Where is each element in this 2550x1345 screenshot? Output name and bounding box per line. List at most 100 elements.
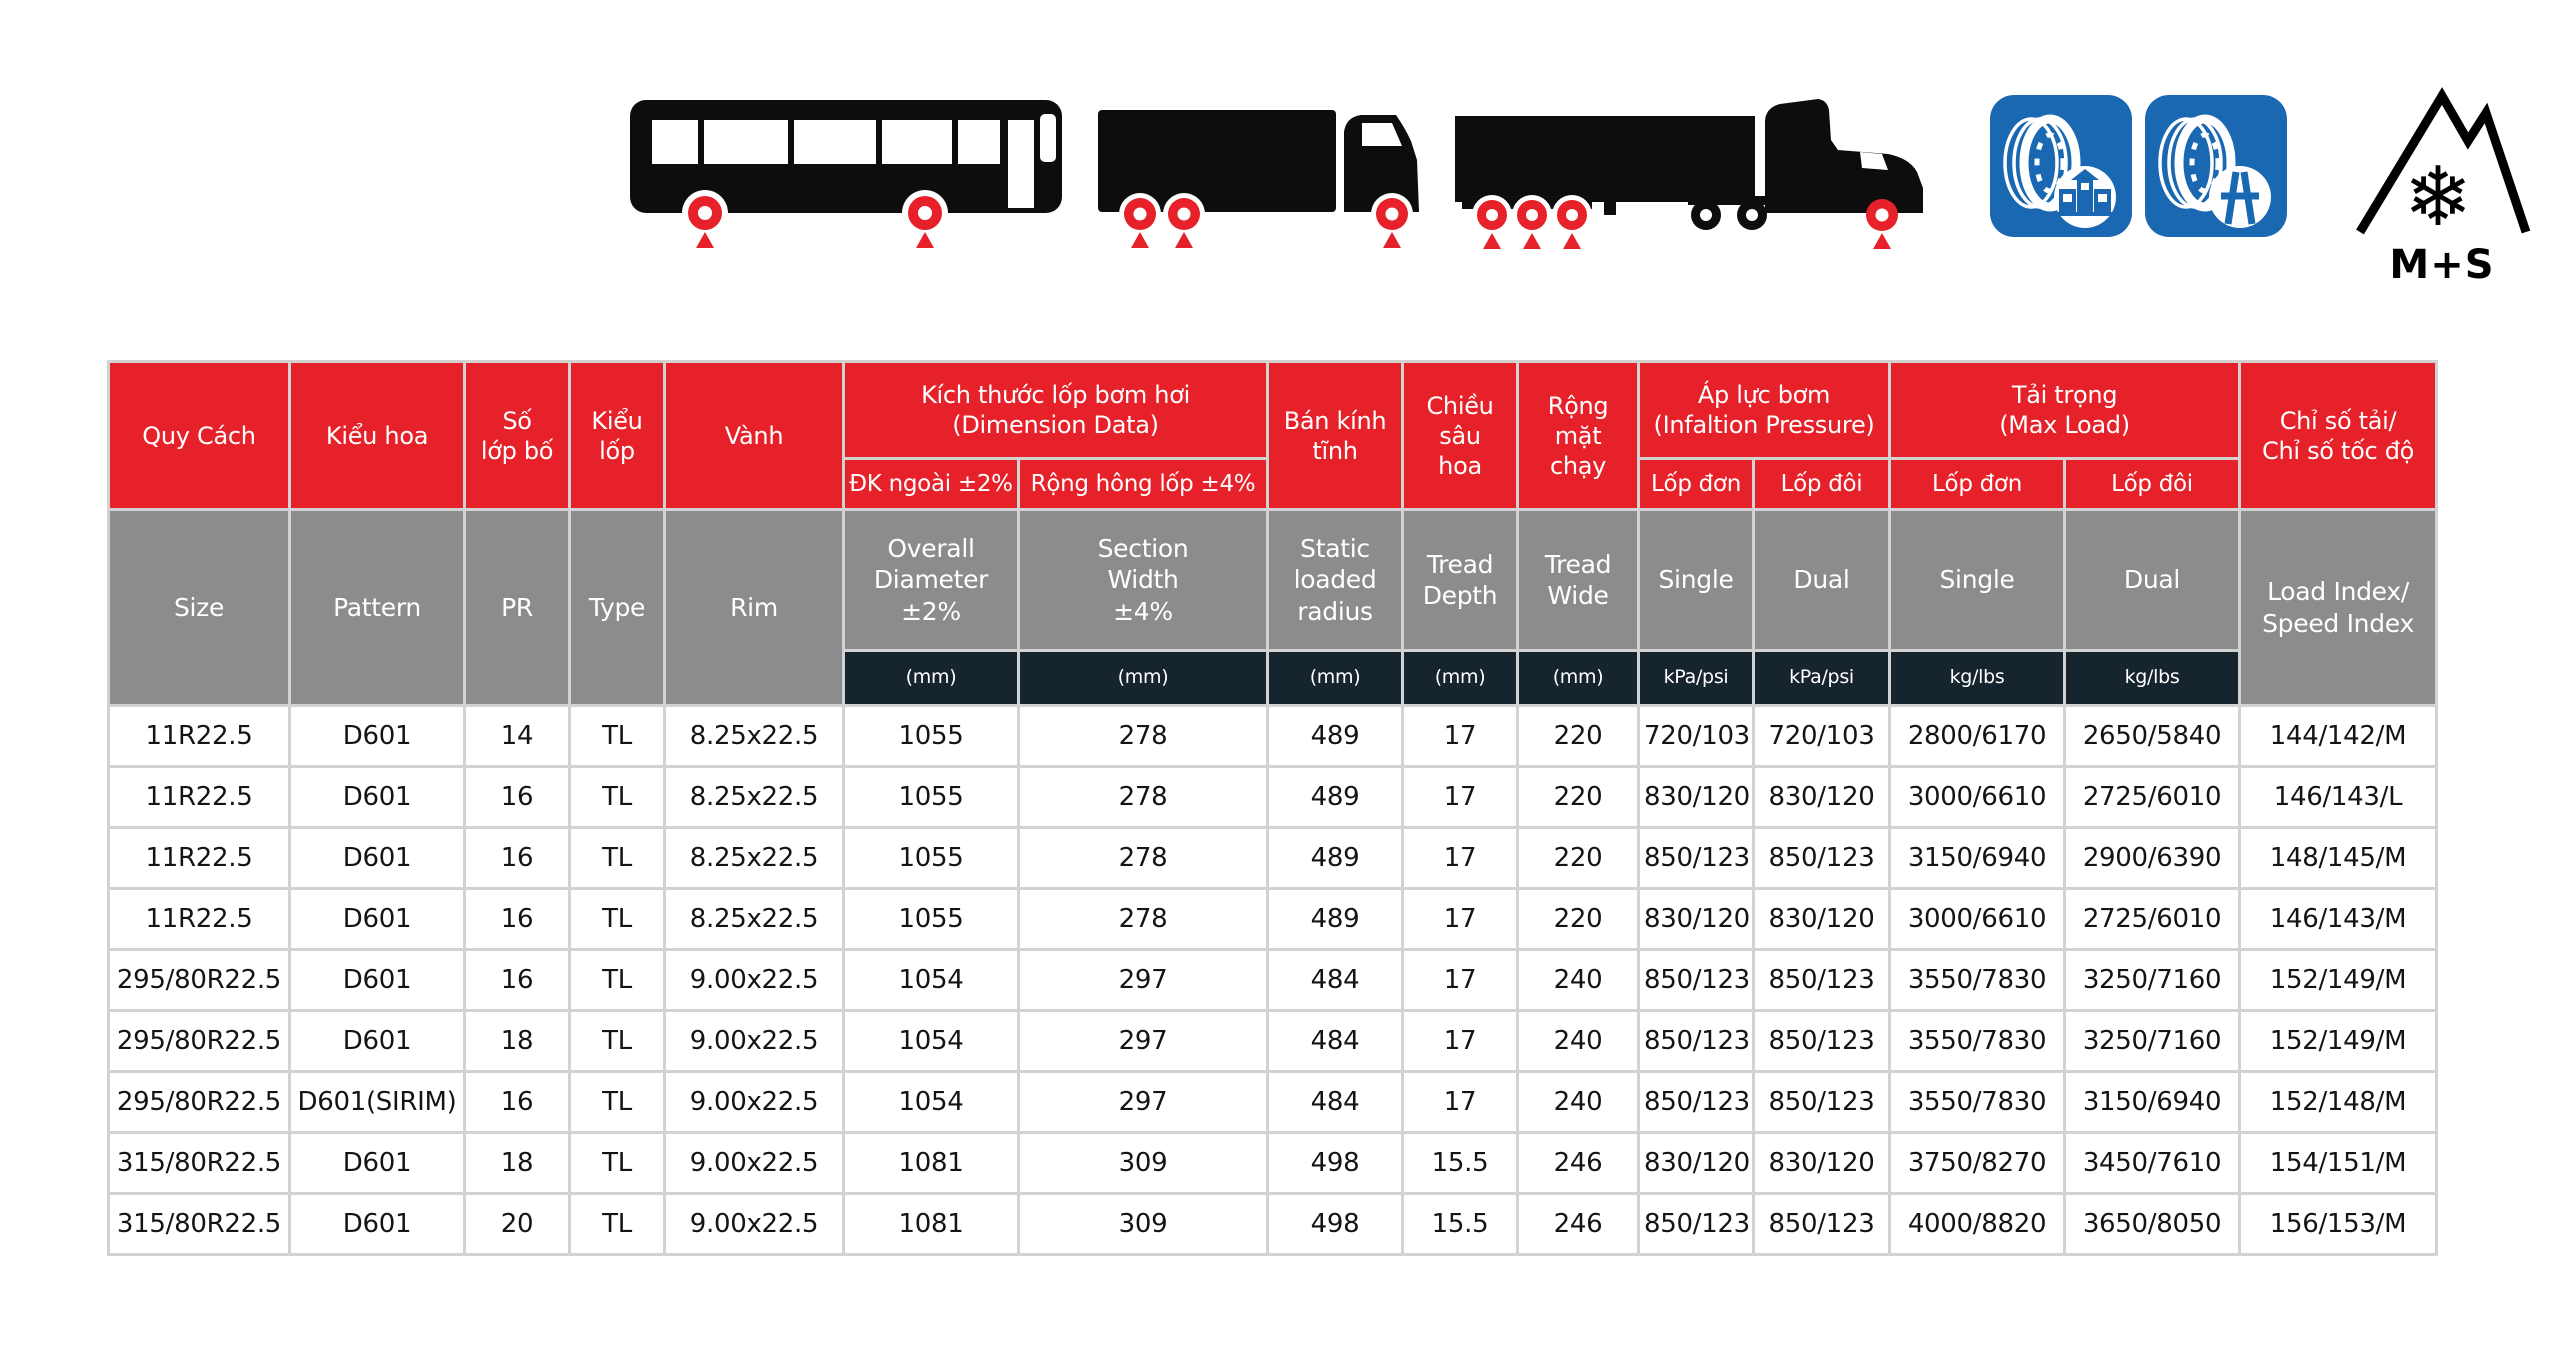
- col-header-type-en: Type: [571, 511, 663, 704]
- red-wheel-marker: [1376, 198, 1408, 248]
- spec-cell: 9.00x22.5: [666, 1195, 842, 1253]
- unit-tread-wide: (mm): [1519, 652, 1638, 704]
- spec-cell: 278: [1020, 707, 1267, 765]
- spec-cell: TL: [571, 1012, 663, 1070]
- col-header-tread-wide-vi: Rộng mặt chạy: [1519, 363, 1638, 508]
- spec-cell: 850/123: [1755, 1012, 1889, 1070]
- spec-cell: 830/120: [1640, 1134, 1753, 1192]
- col-header-rim-vi: Vành: [666, 363, 842, 508]
- spec-cell: 9.00x22.5: [666, 1073, 842, 1131]
- spec-cell: 220: [1519, 890, 1638, 948]
- spec-cell: 18: [466, 1134, 568, 1192]
- spec-row: 11R22.5 D601 16 TL 8.25x22.5 1055 278 489 17 220 8…: [110, 890, 2436, 948]
- col-header-size-vi: Quy Cách: [110, 363, 288, 508]
- position-arrow-icon: [1131, 232, 1149, 248]
- sub-header-load-single-vi: Lốp đơn: [1891, 460, 2064, 508]
- unit-load-single: kg/lbs: [1891, 652, 2064, 704]
- spec-cell: 1081: [845, 1195, 1017, 1253]
- spec-cell: 295/80R22.5: [110, 951, 288, 1009]
- position-arrow-icon: [1563, 233, 1581, 249]
- spec-cell: 309: [1020, 1195, 1267, 1253]
- spec-cell: 297: [1020, 951, 1267, 1009]
- spec-cell: 14: [466, 707, 568, 765]
- semi-door-window: [1860, 152, 1888, 170]
- red-wheel-marker: [1557, 200, 1587, 249]
- spec-cell: 146/143/L: [2241, 768, 2436, 826]
- highway-icon: [2221, 171, 2259, 225]
- unit-overall-diameter: (mm): [845, 652, 1017, 704]
- col-header-static-radius-en: Static loaded radius: [1269, 511, 1402, 649]
- spec-row: 315/80R22.5 D601 18 TL 9.00x22.5 1081 309 498 15…: [110, 1134, 2436, 1192]
- spec-cell: 18: [466, 1012, 568, 1070]
- col-header-tread-wide-en: Tread Wide: [1519, 511, 1638, 649]
- spec-cell: 484: [1269, 951, 1402, 1009]
- spec-cell: 240: [1519, 951, 1638, 1009]
- spec-cell: 1081: [845, 1134, 1017, 1192]
- col-header-load-speed-index-en: Load Index/ Speed Index: [2241, 511, 2436, 704]
- spec-row: 315/80R22.5 D601 20 TL 9.00x22.5 1081 309 498 15…: [110, 1195, 2436, 1253]
- mountain-snowflake-icon: ❄ M+S: [2356, 87, 2531, 288]
- col-header-static-radius-vi: Bán kính tĩnh: [1269, 363, 1402, 508]
- col-header-load-single-en: Single: [1891, 511, 2064, 649]
- col-header-pattern-vi: Kiểu hoa: [291, 363, 463, 508]
- spec-cell: 15.5: [1404, 1134, 1517, 1192]
- spec-cell: TL: [571, 1134, 663, 1192]
- spec-row: 11R22.5 D601 16 TL 8.25x22.5 1055 278 489 17 220 8…: [110, 829, 2436, 887]
- spec-cell: 2900/6390: [2066, 829, 2239, 887]
- unit-tread-depth: (mm): [1404, 652, 1517, 704]
- semi-windshield: [1833, 116, 1858, 143]
- spec-cell: 16: [466, 951, 568, 1009]
- spec-cell: D601: [291, 1195, 463, 1253]
- spec-cell: 297: [1020, 1012, 1267, 1070]
- red-wheel-marker: [1477, 200, 1507, 249]
- spec-cell: 315/80R22.5: [110, 1195, 288, 1253]
- spec-cell: 146/143/M: [2241, 890, 2436, 948]
- spec-cell: 297: [1020, 1073, 1267, 1131]
- spec-cell: 17: [1404, 829, 1517, 887]
- spec-cell: 152/149/M: [2241, 1012, 2436, 1070]
- spec-cell: 220: [1519, 829, 1638, 887]
- col-header-pattern-en: Pattern: [291, 511, 463, 704]
- spec-row: 295/80R22.5 D601 18 TL 9.00x22.5 1054 297 484 17…: [110, 1012, 2436, 1070]
- spec-cell: TL: [571, 890, 663, 948]
- col-header-pr-en: PR: [466, 511, 568, 704]
- spec-cell: 315/80R22.5: [110, 1134, 288, 1192]
- red-wheel-marker: [1517, 200, 1547, 249]
- spec-cell: 3450/7610: [2066, 1134, 2239, 1192]
- spec-cell: 1055: [845, 829, 1017, 887]
- position-arrow-icon: [1873, 233, 1891, 249]
- spec-cell: TL: [571, 1195, 663, 1253]
- position-arrow-icon: [1483, 233, 1501, 249]
- spec-cell: 246: [1519, 1195, 1638, 1253]
- col-header-section-width-en: Section Width ±4%: [1020, 511, 1267, 649]
- unit-section-width: (mm): [1020, 652, 1267, 704]
- spec-cell: 3650/8050: [2066, 1195, 2239, 1253]
- spec-cell: 3550/7830: [1891, 951, 2064, 1009]
- spec-cell: 850/123: [1640, 829, 1753, 887]
- spec-cell: 309: [1020, 1134, 1267, 1192]
- spec-cell: 154/151/M: [2241, 1134, 2436, 1192]
- spec-cell: 11R22.5: [110, 829, 288, 887]
- col-header-load-speed-index-vi: Chỉ số tải/ Chỉ số tốc độ: [2241, 363, 2436, 508]
- spec-cell: 830/120: [1755, 1134, 1889, 1192]
- group-header-pressure: Áp lực bơm (Infaltion Pressure): [1640, 363, 1889, 457]
- bus-icon: [630, 100, 1062, 248]
- spec-cell: 720/103: [1755, 707, 1889, 765]
- spec-cell: 2650/5840: [2066, 707, 2239, 765]
- spec-row: 295/80R22.5 D601 16 TL 9.00x22.5 1054 297 484 17…: [110, 951, 2436, 1009]
- spec-cell: 830/120: [1640, 890, 1753, 948]
- spec-cell: 8.25x22.5: [666, 829, 842, 887]
- position-arrow-icon: [1175, 232, 1193, 248]
- spec-cell: 152/148/M: [2241, 1073, 2436, 1131]
- spec-cell: 850/123: [1640, 1073, 1753, 1131]
- spec-cell: 850/123: [1755, 1195, 1889, 1253]
- spec-cell: 17: [1404, 951, 1517, 1009]
- spec-cell: 15.5: [1404, 1195, 1517, 1253]
- vehicle-graphics-strip: ❄ M+S: [630, 87, 2531, 288]
- spec-cell: 17: [1404, 1012, 1517, 1070]
- unit-pressure-dual: kPa/psi: [1755, 652, 1889, 704]
- spec-cell: 3150/6940: [1891, 829, 2064, 887]
- spec-cell: 278: [1020, 768, 1267, 826]
- spec-cell: 3000/6610: [1891, 890, 2064, 948]
- red-wheel-marker: [1168, 198, 1200, 248]
